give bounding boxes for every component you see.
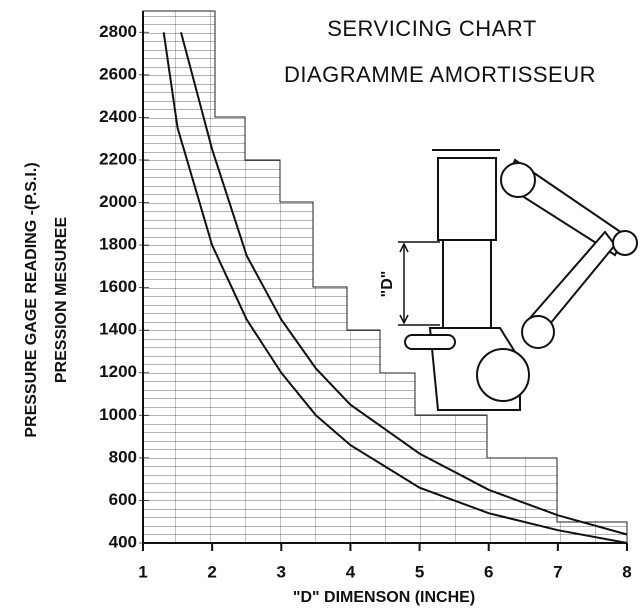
x-tick-label: 5 bbox=[415, 562, 424, 581]
y-tick-label: 1800 bbox=[99, 235, 137, 254]
y-axis-label-french: PRESSION MESUREE bbox=[53, 217, 70, 384]
x-tick-label: 8 bbox=[622, 562, 631, 581]
x-axis-label: "D" DIMENSON (INCHE) bbox=[293, 589, 475, 606]
x-tick-label: 7 bbox=[553, 562, 562, 581]
y-tick-label: 2600 bbox=[99, 64, 137, 83]
chart-subtitle: DIAGRAMME AMORTISSEUR bbox=[284, 62, 596, 87]
chart-title: SERVICING CHART bbox=[327, 16, 537, 41]
shock-strut-diagram: "D" bbox=[379, 150, 637, 410]
y-tick-label: 600 bbox=[109, 490, 137, 509]
y-tick-label: 400 bbox=[109, 532, 137, 551]
y-tick-label: 2400 bbox=[99, 107, 137, 126]
y-tick-label: 1000 bbox=[99, 405, 137, 424]
y-tick-label: 800 bbox=[109, 447, 137, 466]
x-tick-label: 1 bbox=[138, 562, 147, 581]
dimension-label: "D" bbox=[379, 271, 396, 298]
y-tick-label: 2200 bbox=[99, 149, 137, 168]
y-tick-label: 1600 bbox=[99, 277, 137, 296]
chart: "D" SERVICING CHART DIAGRAMME AMORTISSEU… bbox=[0, 0, 642, 612]
y-tick-label: 1200 bbox=[99, 362, 137, 381]
x-tick-label: 6 bbox=[484, 562, 493, 581]
y-tick-label: 2000 bbox=[99, 192, 137, 211]
x-tick-label: 4 bbox=[346, 562, 356, 581]
y-axis-label: PRESSURE GAGE READING -(P.S.I.) bbox=[23, 162, 40, 437]
x-tick-label: 3 bbox=[277, 562, 286, 581]
y-tick-label: 2800 bbox=[99, 22, 137, 41]
x-tick-label: 2 bbox=[207, 562, 216, 581]
y-tick-label: 1400 bbox=[99, 320, 137, 339]
